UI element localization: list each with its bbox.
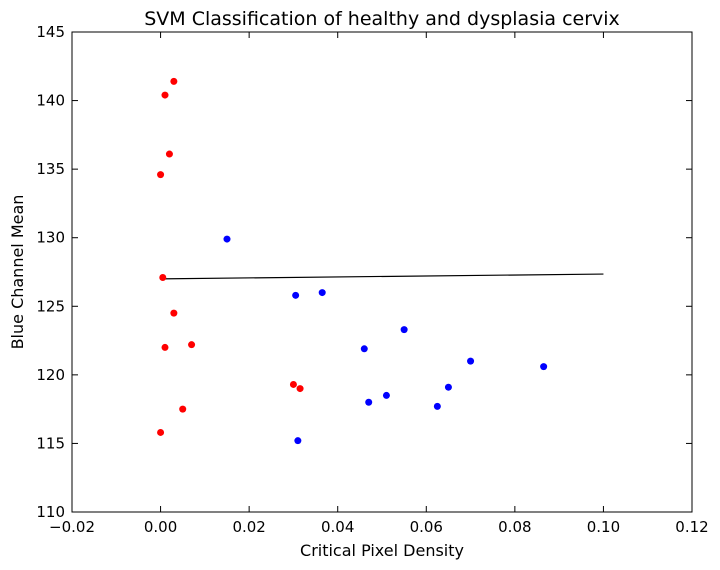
blue-data-point [360, 345, 368, 353]
y-axis-title: Blue Channel Mean [8, 195, 27, 350]
red-data-point [188, 341, 196, 349]
plot-frame [71, 31, 693, 513]
red-data-point [170, 309, 178, 317]
red-data-point [157, 171, 165, 179]
y-tick-label: 130 [36, 229, 65, 247]
blue-data-point [467, 357, 475, 365]
red-data-point [161, 91, 169, 99]
red-data-point [289, 380, 297, 388]
y-tick-label: 125 [36, 297, 65, 315]
blue-data-point [382, 391, 390, 399]
x-tick-label: 0.12 [675, 518, 708, 536]
decision-boundary-line [160, 273, 604, 280]
blue-data-point [318, 289, 326, 297]
red-data-point [165, 150, 173, 158]
blue-data-point [400, 326, 408, 334]
x-tick-label: 0.10 [587, 518, 620, 536]
y-tick-label: 120 [36, 366, 65, 384]
red-data-point [161, 343, 169, 351]
x-axis-title: Critical Pixel Density [300, 541, 464, 560]
blue-data-point [365, 398, 373, 406]
chart-title: SVM Classification of healthy and dyspla… [144, 8, 620, 30]
y-tick-label: 110 [36, 503, 65, 521]
y-tick-label: 140 [36, 92, 65, 110]
data-points-layer [157, 77, 548, 445]
x-tick-label: 0.02 [232, 518, 265, 536]
x-tick-label: 0.00 [144, 518, 177, 536]
y-tick-label: 145 [36, 23, 65, 41]
red-data-point [170, 77, 178, 85]
y-tick-label: 135 [36, 160, 65, 178]
decision-boundary-layer [160, 273, 604, 280]
x-tick-label: 0.08 [498, 518, 531, 536]
blue-data-point [433, 402, 441, 410]
x-tick-label: −0.02 [49, 518, 95, 536]
red-data-point [296, 385, 304, 393]
red-data-point [157, 428, 165, 436]
x-tick-label: 0.06 [410, 518, 443, 536]
blue-data-point [294, 437, 302, 445]
ticks-layer: −0.02 0.00 0.02 0.04 0.06 0.08 0.10 0.12 110 115 1… [36, 23, 708, 536]
x-tick-label: 0.04 [321, 518, 354, 536]
y-tick-label: 115 [36, 434, 65, 452]
red-data-point [159, 273, 167, 281]
blue-data-point [444, 383, 452, 391]
red-data-point [179, 405, 187, 413]
blue-data-point [292, 291, 300, 299]
blue-data-point [540, 363, 548, 371]
blue-data-point [223, 235, 231, 243]
